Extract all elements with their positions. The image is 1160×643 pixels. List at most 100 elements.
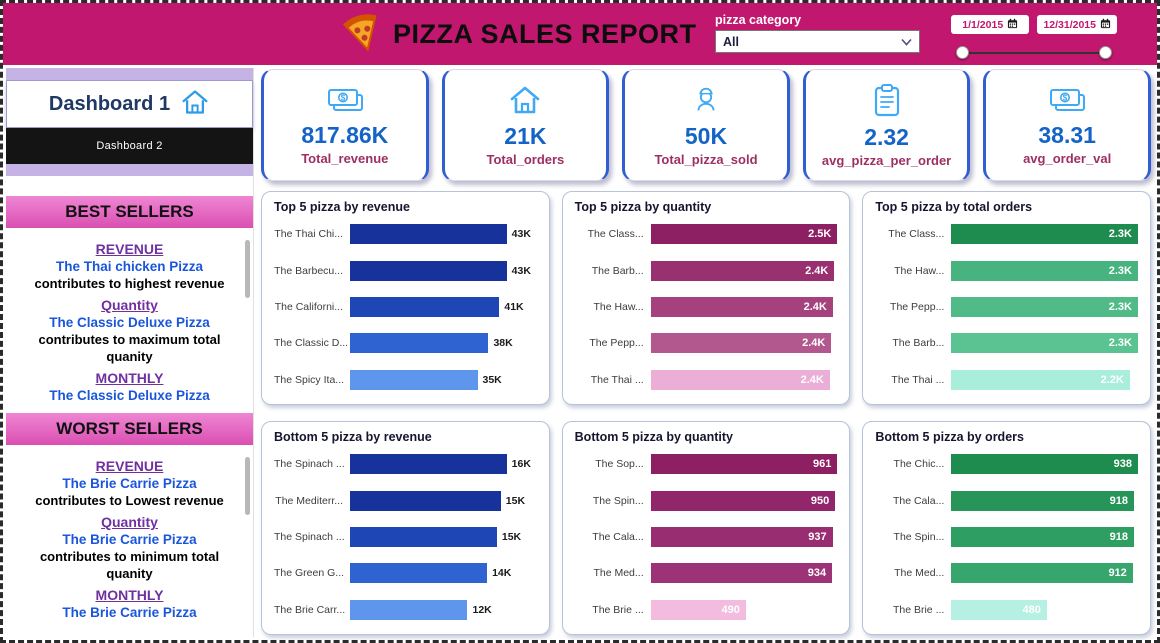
best-sellers-header: BEST SELLERS [6,196,253,228]
bar[interactable]: 912 [951,563,1133,584]
bar-value-label: 43K [511,264,531,277]
bar[interactable]: 2.3K [951,296,1138,317]
bar[interactable]: 2.4K [650,369,830,390]
bar-row: The Thai ... 2.4K [575,369,838,390]
worst-sellers-header: WORST SELLERS [6,413,253,445]
bar[interactable] [350,563,488,584]
pizza-category-label: pizza category [715,13,802,27]
bar-category-label: The Med... [894,567,945,580]
worst-monthly-heading: MONTHLY [95,587,164,603]
kpi-total-pizza-sold[interactable]: 50K Total_pizza_sold [622,69,790,181]
pizza-category-dropdown[interactable]: All [715,30,920,53]
kpi-total-orders[interactable]: 21K Total_orders [441,69,610,181]
bar[interactable]: 2.5K [650,224,838,245]
bar[interactable] [350,260,507,281]
bar[interactable] [350,296,500,317]
bar[interactable]: 950 [650,490,836,511]
bar-category-label: The Brie ... [892,603,945,616]
bar-track: 12K [350,599,537,620]
clipboard-icon [872,83,902,122]
bar[interactable]: 934 [650,563,833,584]
bar[interactable]: 480 [951,599,1047,620]
bar-track: 2.4K [650,333,838,354]
nav-dashboard-2[interactable]: Dashboard 2 [6,128,253,164]
bar-track: 2.5K [650,224,838,245]
bar-value-label: 2.4K [800,373,824,386]
slider-handle-end[interactable] [1099,46,1112,59]
calendar-icon[interactable] [1100,16,1111,34]
scrollbar[interactable] [245,457,250,515]
kpi-total-revenue[interactable]: $ 817.86K Total_revenue [261,69,429,181]
bar-track: 918 [951,526,1138,547]
bar[interactable] [350,369,478,390]
worst-quantity-note: contributes to minimum total quanity [39,549,220,581]
worst-revenue-heading: REVENUE [95,458,164,474]
kpi-value: 50K [684,122,728,149]
lavender-strip [6,164,253,176]
bar[interactable]: 2.3K [951,260,1138,281]
bar[interactable]: 938 [951,454,1138,475]
bar-value-label: 2.3K [1108,300,1132,313]
bar[interactable]: 2.4K [650,296,833,317]
bar-row: The Med... 912 [875,563,1138,584]
bar[interactable]: 918 [951,490,1134,511]
title-wrap: PIZZA SALES REPORT [341,11,697,58]
bar[interactable]: 2.3K [951,224,1138,245]
bar-track: 918 [951,490,1138,511]
bar[interactable] [350,490,501,511]
bar[interactable]: 2.4K [650,260,835,281]
nav-dashboard-1[interactable]: Dashboard 1 [6,80,253,128]
bar[interactable] [350,454,507,475]
bar-track: 490 [650,599,838,620]
bar-value-label: 2.3K [1108,264,1132,277]
bar[interactable]: 490 [650,599,746,620]
kpi-avg-order-val[interactable]: $ 38.31 avg_order_val [983,69,1151,181]
bar[interactable]: 2.3K [951,333,1138,354]
bar[interactable] [350,333,489,354]
bar-category-label: The Barbecu... [274,264,343,277]
kpi-value: 38.31 [1038,121,1096,148]
bar-row: The Chic... 938 [875,454,1138,475]
bar-chart-bottom-revenue: The Spinach ... 16K The Mediterr... 15K The … [274,444,537,628]
bar-value-label: 41K [504,300,524,313]
bar-track: 38K [350,333,537,354]
bar-value-label: 490 [721,603,740,616]
end-date-input[interactable]: 12/31/2015 [1037,15,1117,34]
slider-handle-start[interactable] [956,46,969,59]
slider-track [958,52,1110,54]
bar-category-label: The Mediterr... [275,494,343,507]
bar-track: 16K [350,454,537,475]
bar-value-label: 2.4K [802,337,826,350]
bar[interactable]: 918 [951,526,1134,547]
bar-value-label: 2.3K [1108,337,1132,350]
bar-category-label: The Thai ... [590,373,644,386]
bar[interactable]: 2.2K [951,369,1130,390]
kpi-avg-pizza-per-order[interactable]: 2.32 avg_pizza_per_order [802,69,971,181]
start-date-input[interactable]: 1/1/2015 [951,15,1030,34]
bar[interactable]: 937 [650,526,833,547]
bar-track: 2.3K [951,224,1138,245]
bar[interactable]: 961 [650,454,838,475]
start-date-value: 1/1/2015 [962,18,1004,31]
calendar-icon[interactable] [1007,16,1018,34]
kpi-label: Total_revenue [301,150,389,166]
bar-row: The Class... 2.5K [575,224,838,245]
kpi-value: 2.32 [864,123,909,150]
bar-row: The Mediterr... 15K [274,490,537,511]
bar-track: 43K [350,260,537,281]
bar[interactable] [350,526,497,547]
bar[interactable]: 2.4K [650,333,832,354]
bar-value-label: 918 [1109,494,1128,507]
bar-row: The Cala... 937 [575,526,838,547]
bar[interactable] [350,224,507,245]
chart-card-bottom-revenue: Bottom 5 pizza by revenue The Spinach ..… [261,421,550,635]
worst-sellers-details: REVENUE The Brie Carrie Pizza contribute… [6,445,253,624]
bar-row: The Cala... 918 [875,490,1138,511]
scrollbar[interactable] [245,240,250,298]
chart-title: Top 5 pizza by revenue [274,200,410,214]
bar-track: 43K [350,224,537,245]
bar-category-label: The Med... [593,567,644,580]
bar[interactable] [350,599,468,620]
date-range-slider[interactable] [956,46,1112,60]
kpi-label: Total_orders [486,151,565,167]
